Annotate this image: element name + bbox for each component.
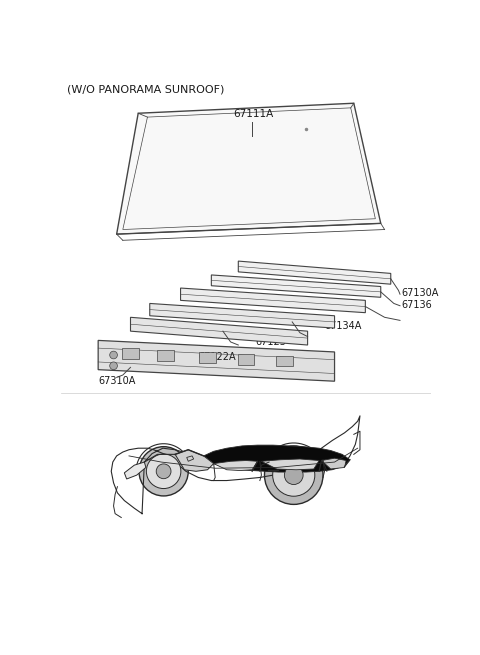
Text: 67310A: 67310A (98, 376, 135, 386)
Text: 67123: 67123 (255, 337, 286, 347)
Polygon shape (131, 317, 308, 345)
Polygon shape (124, 462, 146, 479)
Bar (156, 350, 174, 361)
Bar (122, 348, 139, 359)
Bar (276, 356, 293, 366)
Text: 67111A: 67111A (234, 109, 274, 119)
Text: 67130A: 67130A (402, 288, 439, 297)
Text: (W/O PANORAMA SUNROOF): (W/O PANORAMA SUNROOF) (67, 84, 225, 95)
Polygon shape (180, 288, 365, 312)
Polygon shape (214, 460, 258, 470)
Circle shape (139, 447, 188, 496)
Polygon shape (204, 445, 350, 472)
Circle shape (110, 362, 118, 369)
Polygon shape (187, 456, 193, 461)
Polygon shape (262, 459, 319, 470)
Polygon shape (123, 108, 375, 229)
Polygon shape (98, 341, 335, 381)
Circle shape (264, 446, 323, 504)
Polygon shape (238, 261, 391, 284)
Text: 67134A: 67134A (324, 321, 362, 331)
Polygon shape (211, 275, 381, 297)
Polygon shape (322, 458, 346, 469)
Polygon shape (117, 103, 381, 234)
Text: 67122A: 67122A (198, 352, 236, 362)
Circle shape (284, 466, 303, 485)
Polygon shape (150, 303, 335, 328)
Text: 67136: 67136 (402, 300, 432, 310)
Circle shape (110, 351, 118, 359)
Bar (199, 352, 216, 363)
Circle shape (273, 454, 315, 496)
Bar (238, 354, 254, 365)
Polygon shape (175, 450, 214, 472)
Circle shape (146, 454, 181, 489)
Circle shape (156, 464, 171, 479)
